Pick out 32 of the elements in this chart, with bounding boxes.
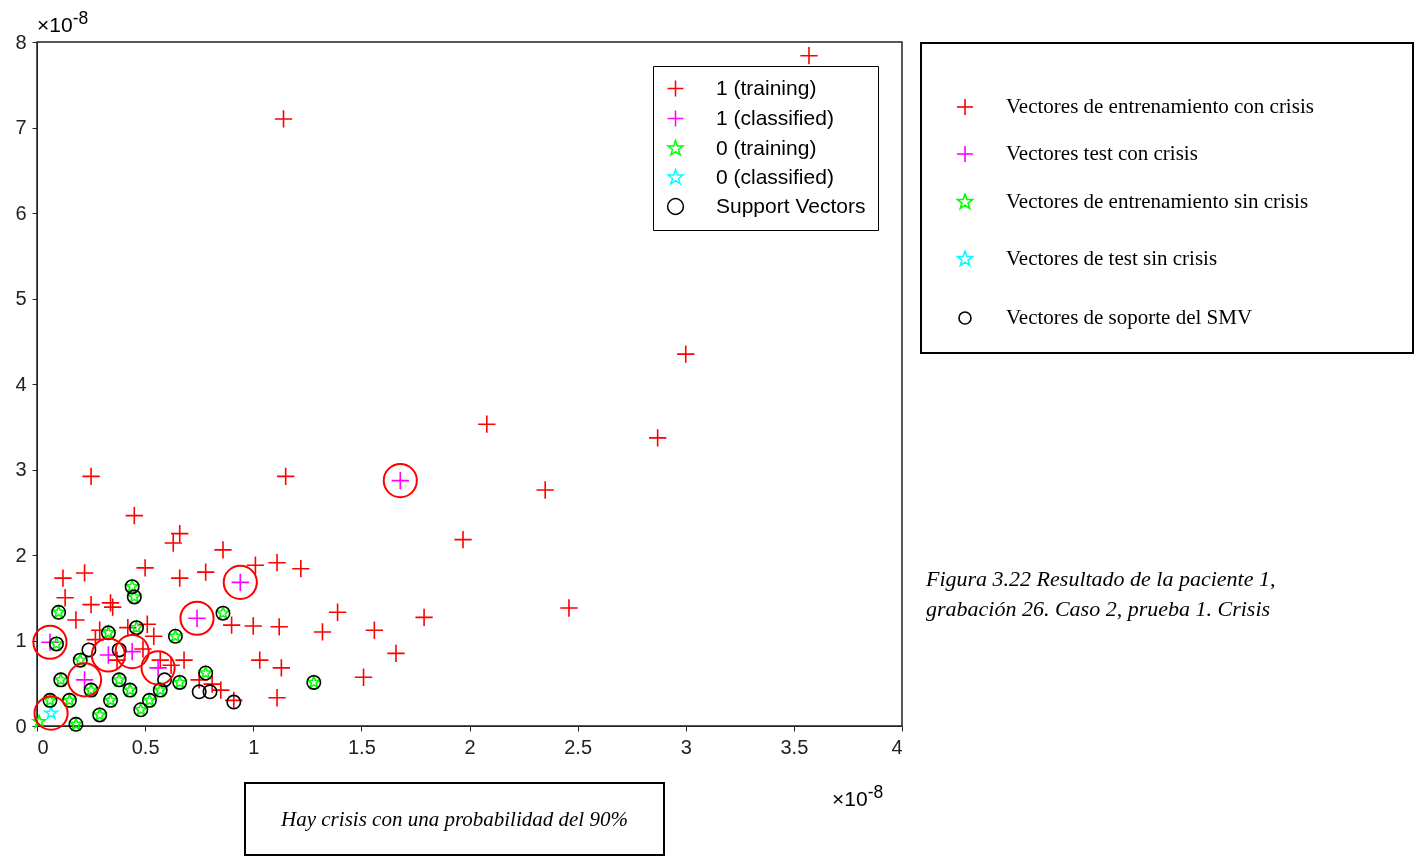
legend-label: 0 (training) (716, 135, 817, 159)
y-tick-label: 2 (15, 543, 27, 566)
x-tick-label: 3 (680, 735, 692, 758)
x-tick-label: 1 (248, 735, 260, 758)
y-tick-label: 0 (15, 714, 27, 737)
x-tick-label: 4 (891, 735, 903, 758)
legend-label: 0 (classified) (716, 164, 834, 188)
legend-label: Support Vectors (716, 193, 866, 217)
y-tick-label: 4 (15, 372, 27, 395)
y-tick-label: 5 (15, 287, 27, 309)
y-tick-label: 7 (15, 116, 27, 138)
x-tick-label: 0 (37, 735, 49, 758)
text: Vectores de soporte del SMV (1006, 305, 1253, 330)
text: Vectores de test sin crisis (1006, 246, 1218, 271)
y-tick-label: 1 (15, 629, 27, 651)
text: Hay crisis con una probabilidad del 90% (244, 782, 665, 856)
x-tick-label: 2.5 (564, 735, 593, 758)
x-tick-label: 2 (464, 735, 476, 758)
legend-label: 1 (classified) (716, 105, 834, 129)
x-tick-label: 1.5 (347, 735, 376, 758)
text: ×10$^{-8}$ (832, 782, 884, 811)
x-tick-label: 0.5 (131, 735, 160, 758)
x-tick-label: 3.5 (780, 735, 809, 758)
text: ×10$^{-8}$ (37, 8, 89, 37)
text: Vectores de entrenamiento sin crisis (1006, 189, 1309, 214)
y-tick-label: 6 (15, 201, 27, 224)
legend-label: 1 (training) (716, 75, 817, 99)
text: Vectores test con crisis (1006, 141, 1198, 166)
y-tick-label: 3 (15, 458, 27, 480)
text: Vectores de entrenamiento con crisis (1006, 94, 1314, 119)
text: Figura 3.22 Resultado de la paciente 1, grabación 26. Caso 2, prueba 1. Crisis (926, 565, 1277, 623)
y-tick-label: 8 (15, 30, 27, 53)
